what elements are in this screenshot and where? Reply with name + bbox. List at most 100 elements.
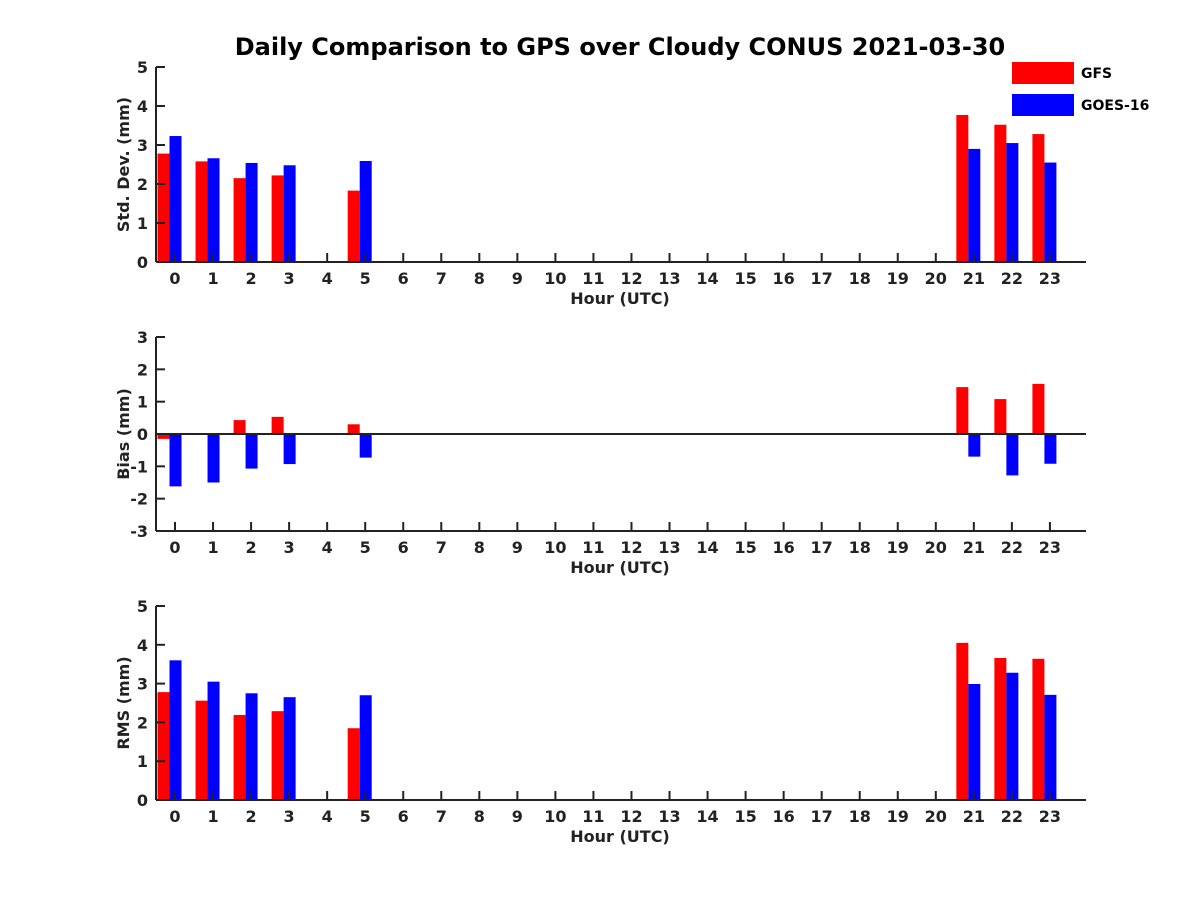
y-tick-label: 2	[137, 360, 148, 379]
bar-goes-16-hour-3	[283, 434, 296, 465]
x-tick-label: 10	[544, 269, 566, 288]
x-tick-label: 3	[284, 538, 295, 557]
bar-gfs-hour-21	[956, 387, 969, 434]
bar-goes-16-hour-2	[245, 693, 258, 800]
bar-goes-16-hour-22	[1006, 434, 1019, 476]
bar-goes-16-hour-21	[968, 434, 981, 457]
y-tick-label: 0	[137, 253, 148, 272]
bar-gfs-hour-2	[233, 715, 246, 800]
x-tick-label: 2	[246, 538, 257, 557]
x-tick-label: 1	[207, 269, 218, 288]
bar-gfs-hour-1	[195, 161, 208, 262]
bar-goes-16-hour-3	[283, 697, 296, 800]
bar-gfs-hour-5	[347, 728, 360, 800]
x-tick-label: 21	[963, 807, 985, 826]
x-tick-label: 23	[1039, 269, 1061, 288]
bar-gfs-hour-2	[233, 420, 246, 434]
x-tick-label: 8	[474, 538, 485, 557]
x-tick-label: 11	[582, 538, 604, 557]
y-tick-label: 5	[137, 597, 148, 616]
x-tick-label: 3	[284, 807, 295, 826]
y-tick-label: 3	[137, 136, 148, 155]
bar-goes-16-hour-0	[169, 660, 182, 800]
x-tick-label: 12	[620, 807, 642, 826]
x-tick-label: 2	[246, 807, 257, 826]
x-tick-label: 13	[658, 538, 680, 557]
bar-goes-16-hour-3	[283, 165, 296, 262]
bar-goes-16-hour-22	[1006, 672, 1019, 800]
x-tick-label: 2	[246, 269, 257, 288]
x-tick-label: 23	[1039, 807, 1061, 826]
x-tick-label: 9	[512, 269, 523, 288]
y-tick-label: 3	[137, 675, 148, 694]
bar-goes-16-hour-23	[1044, 162, 1057, 262]
x-axis-label: Hour (UTC)	[570, 827, 670, 846]
x-tick-label: 6	[398, 807, 409, 826]
bar-gfs-hour-2	[233, 178, 246, 262]
bar-gfs-hour-21	[956, 114, 969, 262]
x-axis-label: Hour (UTC)	[570, 289, 670, 308]
x-tick-label: 16	[773, 269, 795, 288]
legend: GFS GOES-16	[1012, 62, 1149, 116]
legend-label: GFS	[1081, 66, 1112, 82]
bar-goes-16-hour-23	[1044, 434, 1057, 464]
x-tick-label: 1	[207, 538, 218, 557]
x-tick-label: 17	[811, 269, 833, 288]
bar-goes-16-hour-0	[169, 136, 182, 262]
x-tick-label: 10	[544, 538, 566, 557]
x-tick-label: 13	[658, 269, 680, 288]
x-tick-label: 14	[696, 269, 718, 288]
x-tick-label: 16	[773, 538, 795, 557]
x-tick-label: 7	[436, 538, 447, 557]
y-tick-label: -2	[130, 490, 148, 509]
x-tick-label: 18	[849, 269, 871, 288]
x-tick-label: 16	[773, 807, 795, 826]
x-tick-label: 5	[360, 807, 371, 826]
x-tick-label: 8	[474, 269, 485, 288]
x-tick-label: 15	[734, 807, 756, 826]
x-tick-label: 18	[849, 807, 871, 826]
x-tick-label: 8	[474, 807, 485, 826]
x-tick-label: 12	[620, 538, 642, 557]
x-tick-label: 17	[811, 538, 833, 557]
x-tick-label: 14	[696, 538, 718, 557]
x-tick-label: 19	[887, 538, 909, 557]
bar-gfs-hour-3	[271, 711, 284, 800]
x-tick-label: 22	[1001, 269, 1023, 288]
x-tick-label: 4	[322, 807, 333, 826]
x-tick-label: 17	[811, 807, 833, 826]
x-tick-label: 21	[963, 538, 985, 557]
x-tick-label: 0	[169, 807, 180, 826]
bar-gfs-hour-5	[347, 190, 360, 262]
y-tick-label: 1	[137, 214, 148, 233]
bar-goes-16-hour-21	[968, 683, 981, 800]
x-tick-label: 3	[284, 269, 295, 288]
x-tick-label: 7	[436, 807, 447, 826]
bar-goes-16-hour-5	[359, 695, 372, 800]
bar-goes-16-hour-2	[245, 162, 258, 262]
bar-gfs-hour-5	[347, 424, 360, 434]
bar-gfs-hour-23	[1032, 134, 1045, 262]
y-tick-label: 5	[137, 58, 148, 77]
legend-swatch-goes-16	[1012, 94, 1074, 116]
y-tick-label: -3	[130, 522, 148, 541]
y-tick-label: 3	[137, 328, 148, 347]
x-tick-label: 9	[512, 538, 523, 557]
y-tick-label: 0	[137, 425, 148, 444]
bar-goes-16-hour-1	[207, 158, 220, 262]
bar-gfs-hour-3	[271, 175, 284, 262]
x-tick-label: 21	[963, 269, 985, 288]
bar-goes-16-hour-23	[1044, 694, 1057, 800]
legend-swatch-gfs	[1012, 62, 1074, 84]
bar-goes-16-hour-1	[207, 681, 220, 800]
x-tick-label: 23	[1039, 538, 1061, 557]
x-tick-label: 6	[398, 269, 409, 288]
x-tick-label: 7	[436, 269, 447, 288]
y-tick-label: -1	[130, 457, 148, 476]
bar-gfs-hour-0	[157, 692, 170, 800]
x-tick-label: 1	[207, 807, 218, 826]
